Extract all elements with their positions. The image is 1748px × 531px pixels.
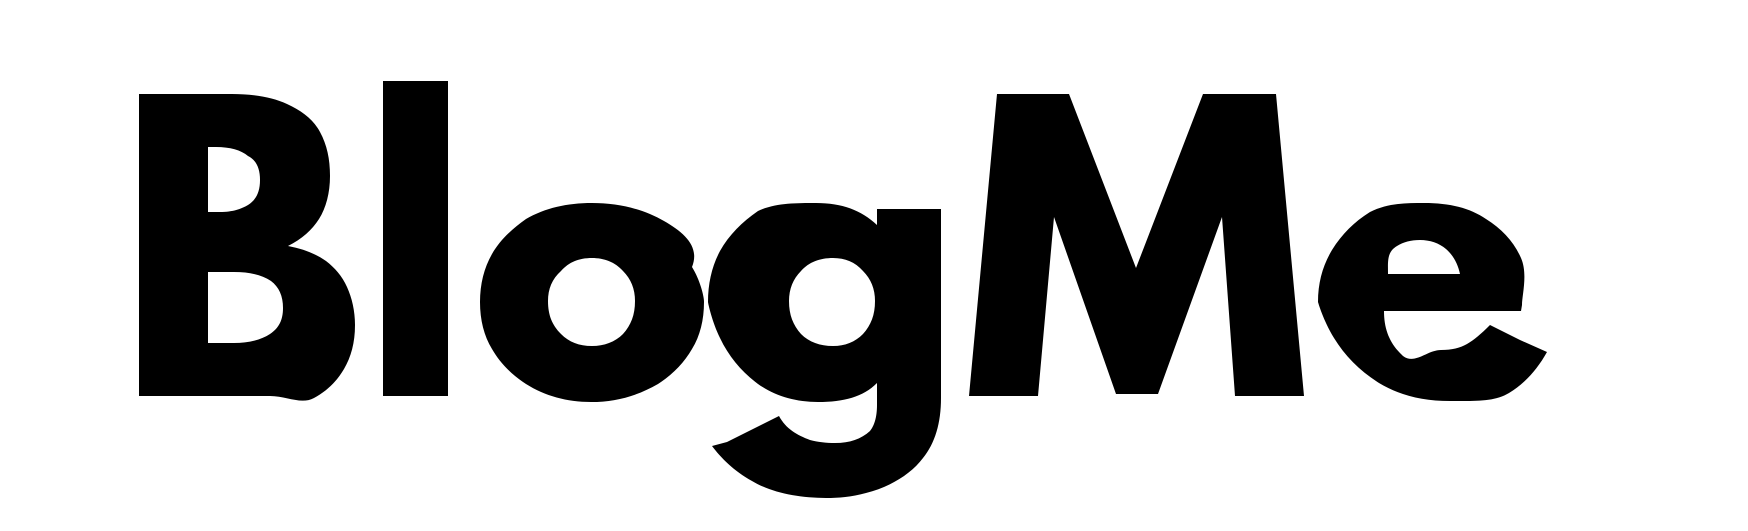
letter-m <box>969 94 1304 396</box>
letter-g <box>708 203 941 498</box>
letter-e <box>1318 203 1547 402</box>
letter-b <box>139 94 355 401</box>
letter-l <box>383 81 448 396</box>
letter-o <box>480 203 704 402</box>
